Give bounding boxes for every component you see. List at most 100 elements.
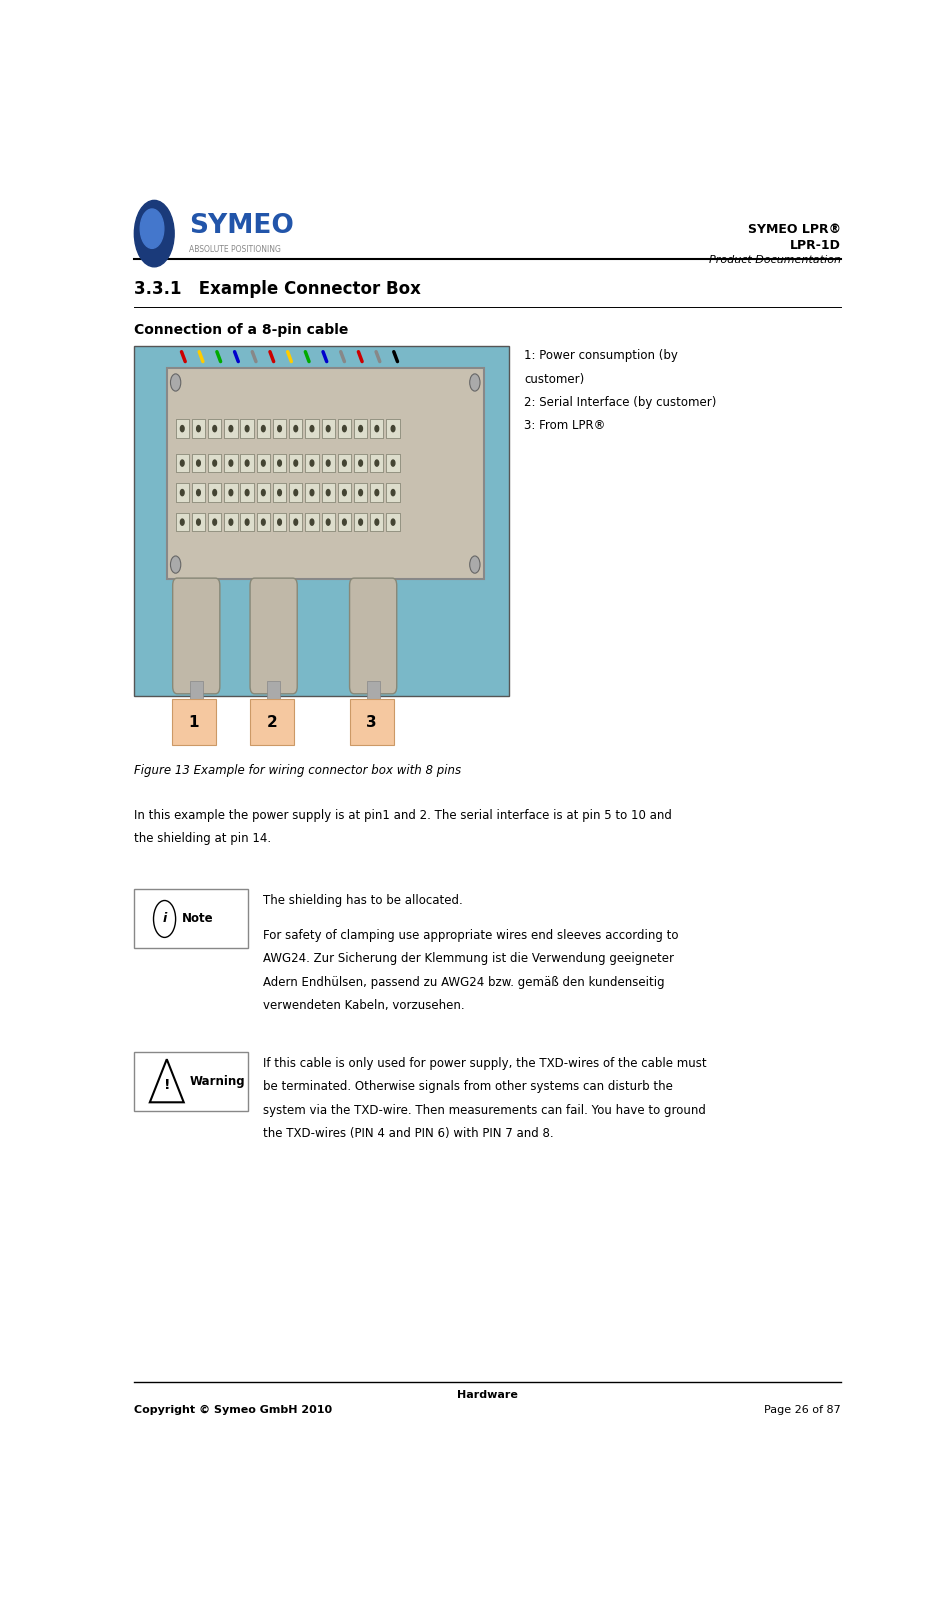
FancyBboxPatch shape xyxy=(273,513,286,532)
Circle shape xyxy=(229,519,233,526)
Text: 1: Power consumption (by: 1: Power consumption (by xyxy=(524,350,678,363)
Circle shape xyxy=(375,519,378,526)
FancyBboxPatch shape xyxy=(250,698,294,745)
Circle shape xyxy=(342,460,346,467)
Circle shape xyxy=(213,425,217,431)
FancyBboxPatch shape xyxy=(166,368,484,580)
Circle shape xyxy=(310,460,314,467)
Circle shape xyxy=(391,425,395,431)
FancyBboxPatch shape xyxy=(321,513,335,532)
FancyBboxPatch shape xyxy=(224,419,238,438)
FancyBboxPatch shape xyxy=(338,483,351,502)
FancyBboxPatch shape xyxy=(354,419,367,438)
Text: the shielding at pin 14.: the shielding at pin 14. xyxy=(133,831,271,845)
Circle shape xyxy=(262,460,265,467)
FancyBboxPatch shape xyxy=(289,513,302,532)
FancyBboxPatch shape xyxy=(305,419,319,438)
Text: verwendeten Kabeln, vorzusehen.: verwendeten Kabeln, vorzusehen. xyxy=(262,999,464,1012)
FancyBboxPatch shape xyxy=(208,513,222,532)
FancyBboxPatch shape xyxy=(133,890,248,949)
Text: Adern Endhülsen, passend zu AWG24 bzw. gemäß den kundenseitig: Adern Endhülsen, passend zu AWG24 bzw. g… xyxy=(262,975,664,989)
Text: 3.3.1   Example Connector Box: 3.3.1 Example Connector Box xyxy=(133,280,420,299)
FancyBboxPatch shape xyxy=(208,419,222,438)
Circle shape xyxy=(181,519,184,526)
FancyBboxPatch shape xyxy=(386,513,399,532)
Circle shape xyxy=(170,556,181,574)
Circle shape xyxy=(245,519,249,526)
FancyBboxPatch shape xyxy=(370,419,383,438)
FancyBboxPatch shape xyxy=(257,483,270,502)
FancyBboxPatch shape xyxy=(305,513,319,532)
FancyBboxPatch shape xyxy=(370,454,383,473)
Circle shape xyxy=(181,425,184,431)
Circle shape xyxy=(197,489,201,495)
Circle shape xyxy=(278,425,281,431)
Circle shape xyxy=(470,374,480,392)
Circle shape xyxy=(342,489,346,495)
Circle shape xyxy=(294,519,298,526)
Circle shape xyxy=(278,519,281,526)
Text: ABSOLUTE POSITIONING: ABSOLUTE POSITIONING xyxy=(189,244,281,254)
FancyBboxPatch shape xyxy=(321,419,335,438)
FancyBboxPatch shape xyxy=(386,419,399,438)
Text: SYMEO: SYMEO xyxy=(189,213,294,240)
Text: AWG24. Zur Sicherung der Klemmung ist die Verwendung geeigneter: AWG24. Zur Sicherung der Klemmung ist di… xyxy=(262,952,673,965)
Circle shape xyxy=(181,489,184,495)
FancyBboxPatch shape xyxy=(370,483,383,502)
FancyBboxPatch shape xyxy=(224,513,238,532)
Circle shape xyxy=(342,519,346,526)
Circle shape xyxy=(170,374,181,392)
Circle shape xyxy=(197,425,201,431)
Circle shape xyxy=(326,460,330,467)
FancyBboxPatch shape xyxy=(386,454,399,473)
FancyBboxPatch shape xyxy=(370,513,383,532)
FancyBboxPatch shape xyxy=(338,454,351,473)
Circle shape xyxy=(391,460,395,467)
Text: be terminated. Otherwise signals from other systems can disturb the: be terminated. Otherwise signals from ot… xyxy=(262,1080,672,1093)
Text: In this example the power supply is at pin1 and 2. The serial interface is at pi: In this example the power supply is at p… xyxy=(133,810,671,823)
FancyBboxPatch shape xyxy=(321,454,335,473)
Circle shape xyxy=(213,519,217,526)
Text: Page 26 of 87: Page 26 of 87 xyxy=(765,1405,841,1414)
Circle shape xyxy=(140,209,164,248)
FancyBboxPatch shape xyxy=(350,578,397,694)
FancyBboxPatch shape xyxy=(305,454,319,473)
FancyBboxPatch shape xyxy=(338,513,351,532)
Text: Product Documentation: Product Documentation xyxy=(709,254,841,265)
FancyBboxPatch shape xyxy=(257,454,270,473)
Text: 3: From LPR®: 3: From LPR® xyxy=(524,419,606,433)
Circle shape xyxy=(134,200,174,267)
Circle shape xyxy=(278,460,281,467)
Circle shape xyxy=(391,519,395,526)
FancyBboxPatch shape xyxy=(241,454,254,473)
Circle shape xyxy=(213,489,217,495)
Text: LPR-1D: LPR-1D xyxy=(790,238,841,251)
FancyBboxPatch shape xyxy=(250,578,298,694)
FancyBboxPatch shape xyxy=(257,513,270,532)
FancyBboxPatch shape xyxy=(354,483,367,502)
Text: i: i xyxy=(163,912,166,925)
Text: Warning: Warning xyxy=(189,1075,245,1088)
Circle shape xyxy=(359,519,362,526)
Circle shape xyxy=(326,489,330,495)
FancyBboxPatch shape xyxy=(289,419,302,438)
FancyBboxPatch shape xyxy=(321,483,335,502)
Circle shape xyxy=(229,489,233,495)
FancyBboxPatch shape xyxy=(133,345,510,697)
Circle shape xyxy=(310,519,314,526)
FancyBboxPatch shape xyxy=(305,483,319,502)
Circle shape xyxy=(375,460,378,467)
Circle shape xyxy=(262,489,265,495)
Circle shape xyxy=(326,519,330,526)
Text: Note: Note xyxy=(182,912,213,925)
Text: Connection of a 8-pin cable: Connection of a 8-pin cable xyxy=(133,323,348,337)
FancyBboxPatch shape xyxy=(350,698,394,745)
Text: Copyright © Symeo GmbH 2010: Copyright © Symeo GmbH 2010 xyxy=(133,1405,332,1416)
FancyBboxPatch shape xyxy=(192,419,205,438)
FancyBboxPatch shape xyxy=(176,454,189,473)
FancyBboxPatch shape xyxy=(192,454,205,473)
Circle shape xyxy=(359,460,362,467)
Circle shape xyxy=(153,901,176,938)
Circle shape xyxy=(294,489,298,495)
Circle shape xyxy=(294,425,298,431)
